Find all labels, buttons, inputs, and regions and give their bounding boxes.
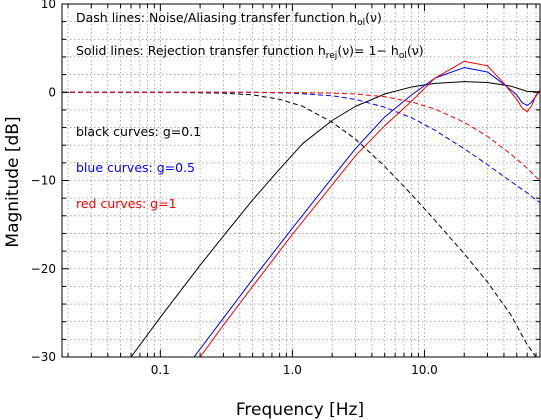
black-dash-curve bbox=[62, 91, 537, 357]
y-axis-label: Magnitude [dB] bbox=[3, 116, 23, 247]
curves bbox=[62, 60, 540, 357]
y-tick-label: −10 bbox=[31, 174, 56, 188]
annotation-black-curves: black curves: g=0.1 bbox=[76, 124, 201, 139]
y-tick-label: 0 bbox=[48, 85, 56, 99]
annotation-blue-curves: blue curves: g=0.5 bbox=[76, 160, 195, 175]
y-tick-label: −20 bbox=[31, 262, 56, 276]
blue-dash-curve bbox=[62, 91, 540, 203]
black-solid-curve bbox=[130, 81, 540, 357]
annotation-solid-lines: Solid lines: Rejection transfer function… bbox=[76, 43, 424, 61]
x-tick-label: 10.0 bbox=[411, 363, 438, 377]
y-tick-label: −30 bbox=[31, 350, 56, 364]
y-tick-label: 10 bbox=[41, 0, 56, 11]
blue-solid-curve bbox=[193, 67, 540, 357]
annotation-dash-lines: Dash lines: Noise/Aliasing transfer func… bbox=[76, 10, 382, 28]
grid bbox=[62, 4, 540, 357]
x-axis-label: Frequency [Hz] bbox=[236, 400, 364, 420]
x-tick-label: 1.0 bbox=[283, 363, 302, 377]
red-solid-curve bbox=[199, 60, 540, 357]
annotation-red-curves: red curves: g=1 bbox=[76, 196, 177, 211]
ticks: 0.1 1.0 10.0 10 0 −10 −20 −30 bbox=[31, 0, 540, 377]
red-dash-curve bbox=[62, 91, 540, 181]
x-tick-label: 0.1 bbox=[151, 363, 170, 377]
